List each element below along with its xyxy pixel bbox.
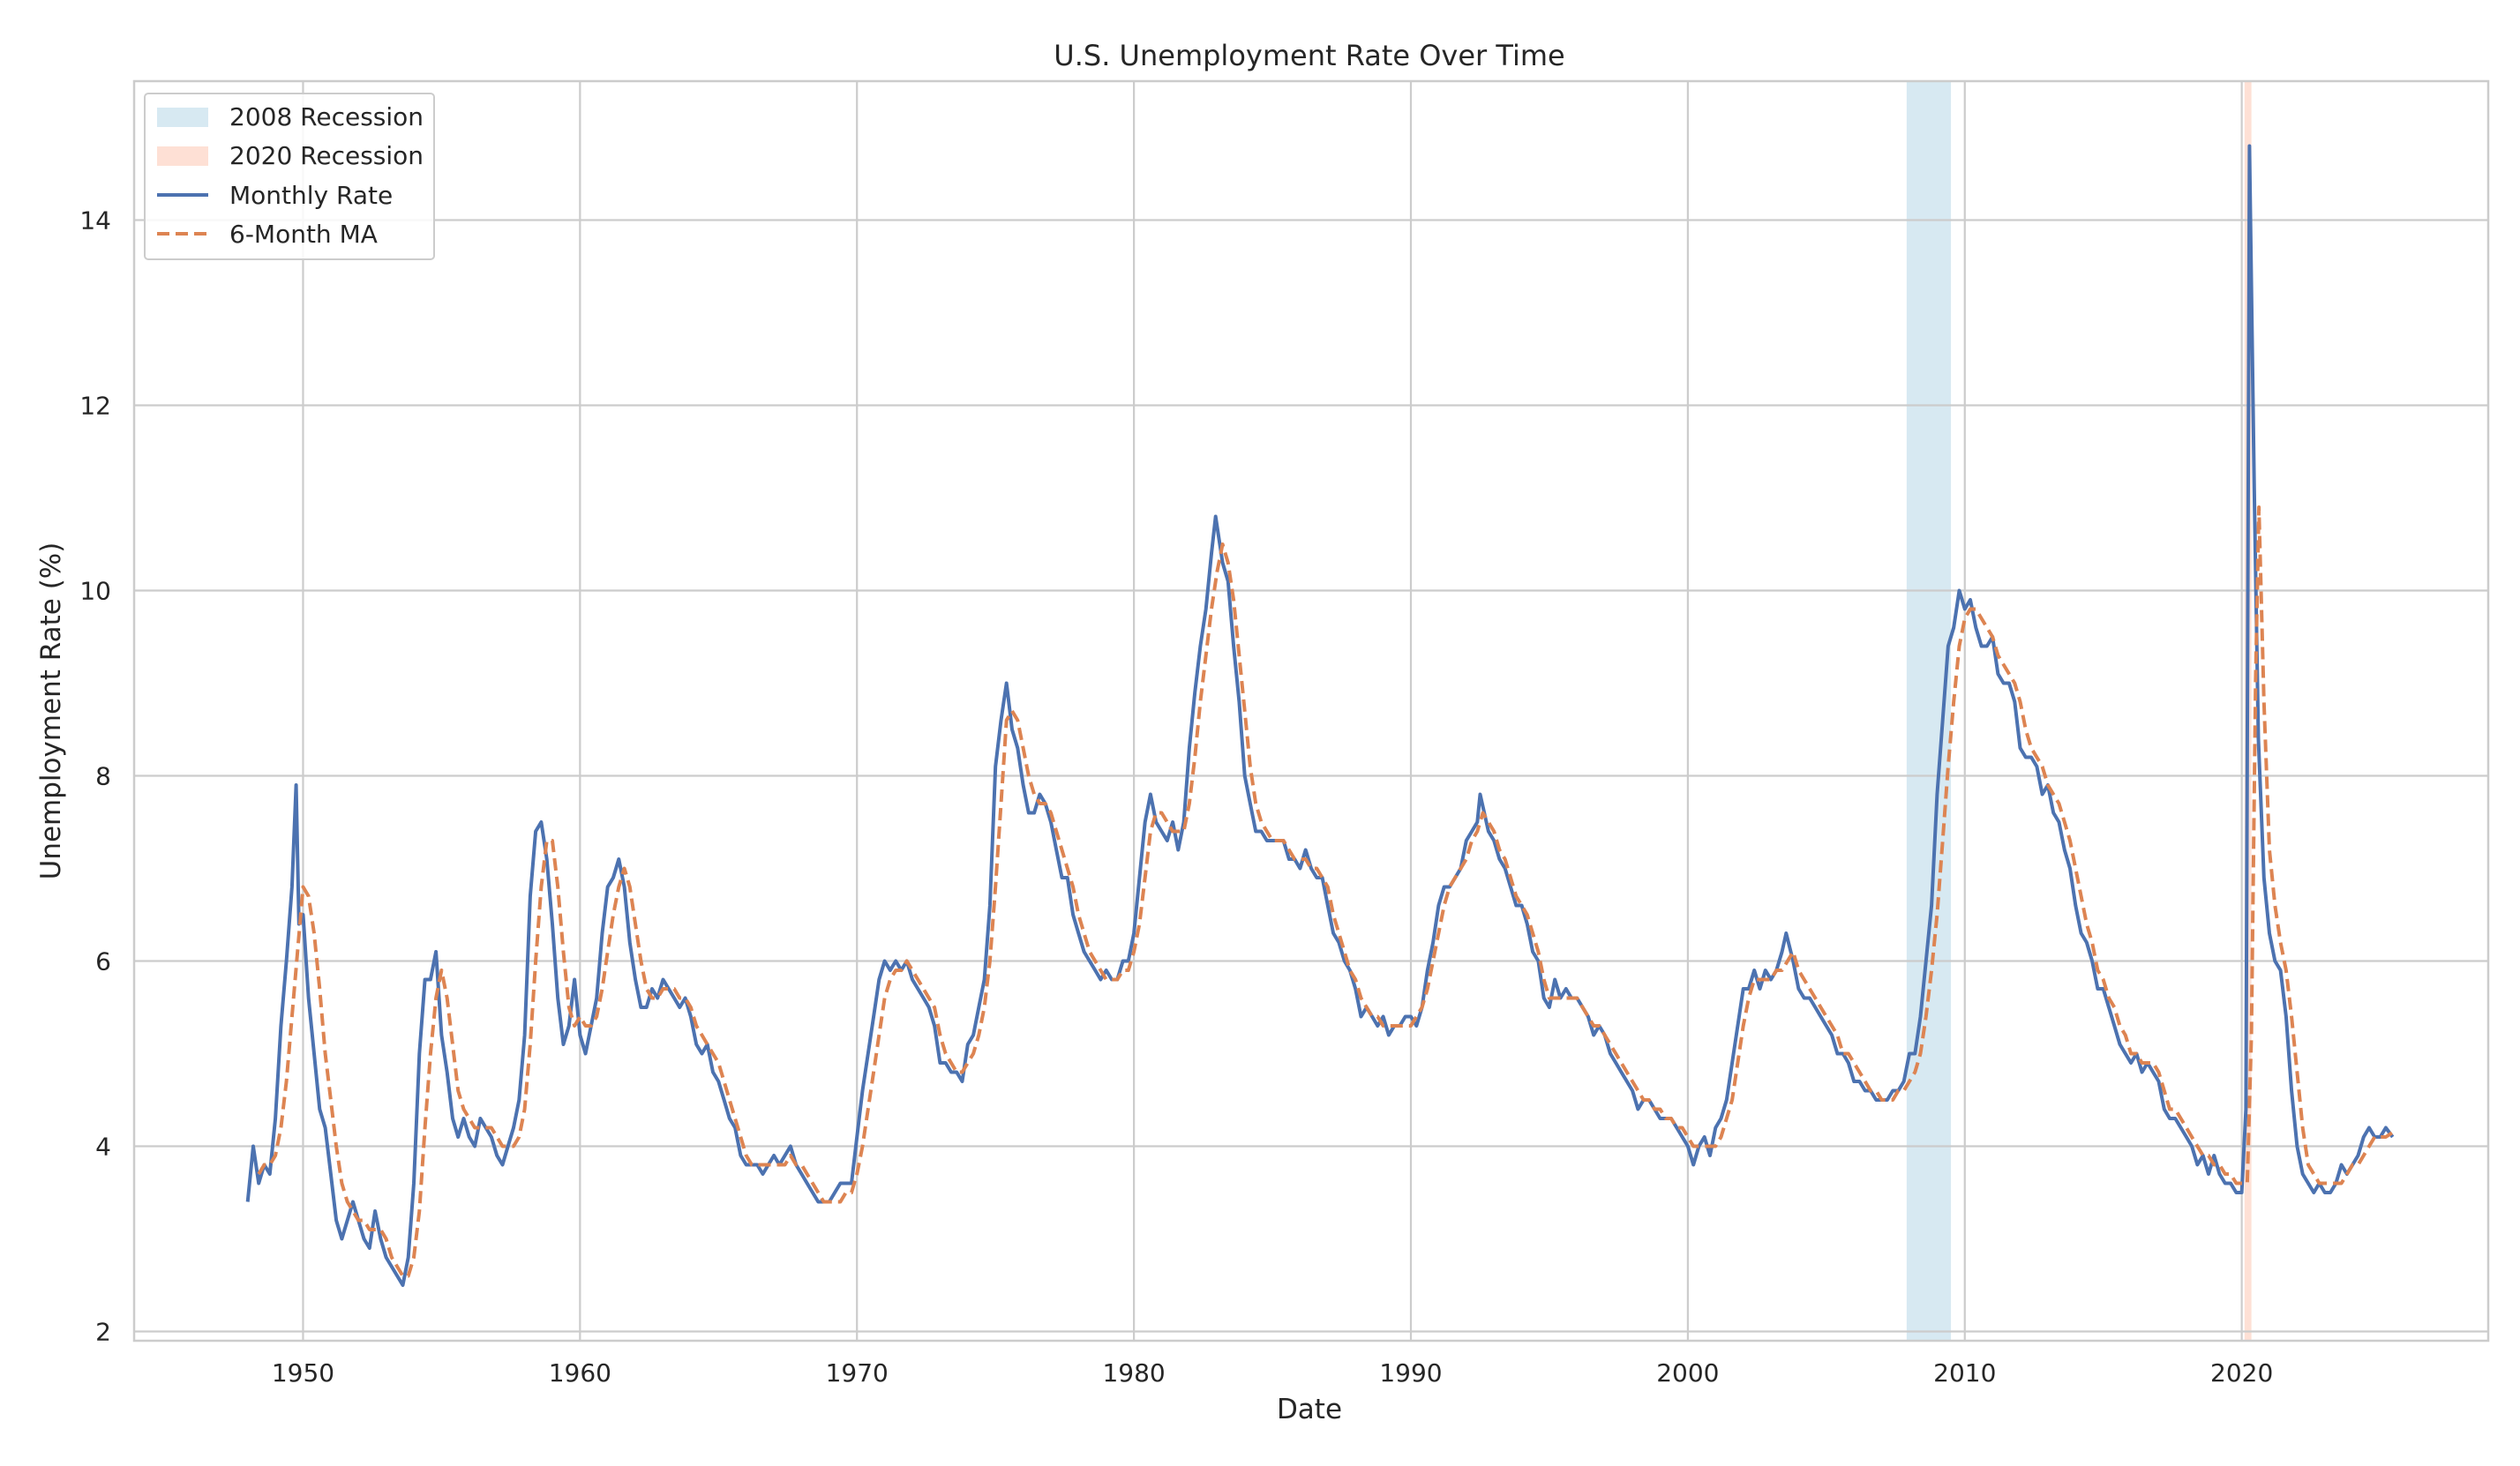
x-axis-ticks: 1950 1960 1970 1980 1990 2000 2010 2020	[272, 1358, 2273, 1387]
y-axis-ticks: 2 4 6 8 10 12 14	[79, 206, 111, 1347]
legend: 2008 Recession 2020 Recession Monthly Ra…	[144, 93, 435, 260]
x-tick-label: 1980	[1102, 1358, 1165, 1387]
series-line-monthly-rate	[245, 144, 2395, 1287]
y-tick-label: 8	[95, 762, 111, 791]
x-tick-label: 1960	[549, 1358, 611, 1387]
plot-frame	[134, 81, 2488, 1341]
legend-entry-6-month-ma: 6-Month MA	[157, 220, 378, 249]
y-tick-label: 14	[79, 206, 111, 236]
x-tick-label: 1970	[826, 1358, 889, 1387]
x-tick-label: 2010	[1933, 1358, 1996, 1387]
legend-swatch	[157, 146, 208, 166]
y-tick-label: 10	[79, 577, 111, 606]
y-tick-label: 2	[95, 1318, 111, 1347]
legend-label: 2020 Recession	[229, 141, 424, 170]
legend-label: Monthly Rate	[229, 181, 393, 210]
x-tick-label: 2000	[1656, 1358, 1719, 1387]
legend-entry-2008-recession: 2008 Recession	[157, 102, 424, 131]
y-axis-title: Unemployment Rate (%)	[35, 542, 67, 880]
series-line-6-month-ma	[257, 505, 2394, 1278]
y-tick-label: 6	[95, 947, 111, 976]
plot-border	[132, 79, 2490, 1343]
y-tick-label: 12	[79, 392, 111, 421]
x-axis-title: Date	[1277, 1394, 1342, 1425]
legend-label: 2008 Recession	[229, 102, 424, 131]
x-tick-label: 1950	[272, 1358, 334, 1387]
x-tick-label: 2020	[2210, 1358, 2273, 1387]
plot-area	[132, 79, 2490, 1343]
legend-entry-monthly-rate: Monthly Rate	[157, 181, 393, 210]
chart-title: U.S. Unemployment Rate Over Time	[1054, 39, 1564, 72]
legend-box	[144, 93, 435, 260]
x-tick-label: 1990	[1379, 1358, 1442, 1387]
legend-swatch	[157, 108, 208, 127]
y-tick-label: 4	[95, 1133, 111, 1162]
series-layer	[245, 144, 2395, 1287]
legend-entry-2020-recession: 2020 Recession	[157, 141, 424, 170]
legend-label: 6-Month MA	[229, 220, 378, 249]
